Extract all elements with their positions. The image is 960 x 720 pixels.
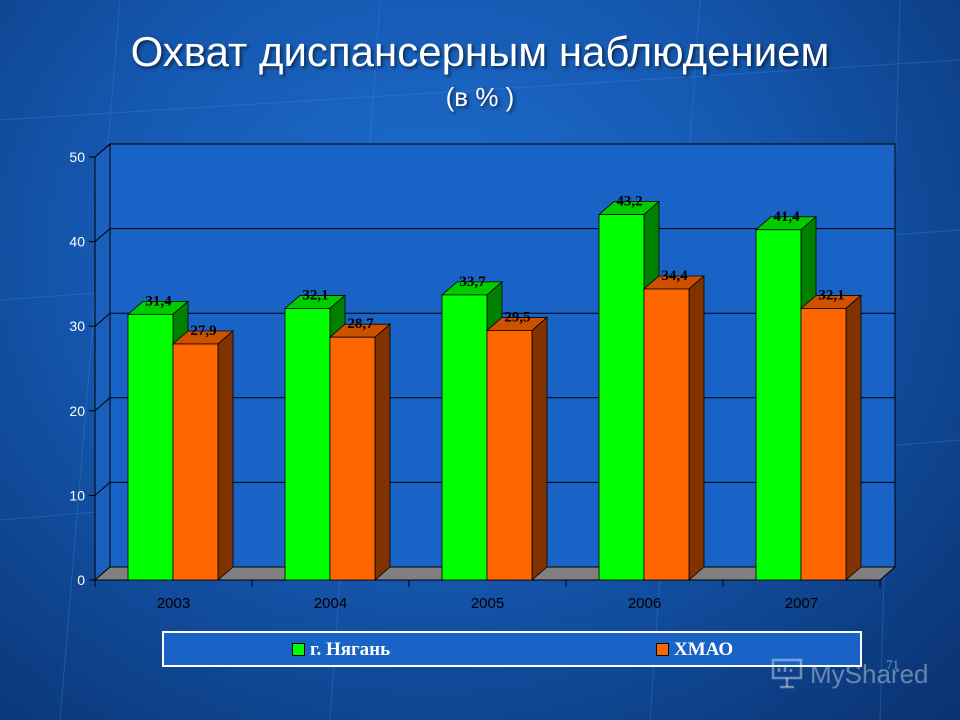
data-label: 31,4	[145, 293, 172, 309]
bar	[441, 294, 488, 581]
data-label: 43,2	[616, 194, 642, 210]
bar-side	[845, 294, 862, 581]
data-label: 27,9	[190, 323, 216, 339]
y-tick-label: 40	[69, 234, 85, 250]
x-tick-label: 2005	[471, 595, 504, 612]
x-tick-label: 2003	[157, 595, 190, 612]
bar	[284, 308, 331, 581]
x-tick-label: 2007	[785, 595, 818, 612]
data-label: 28,7	[347, 316, 374, 332]
bar-side	[217, 330, 234, 581]
presentation-board-icon	[771, 658, 803, 689]
bar	[127, 313, 174, 581]
x-tick-label: 2004	[314, 595, 347, 612]
bar	[172, 343, 219, 581]
data-label: 29,5	[504, 309, 530, 325]
chart-data-labels: 31,4 27,9 32,1 28,7 33,7 29,5 43,2 34,4 41,4 32,1	[145, 194, 844, 339]
bar-side	[531, 316, 548, 581]
slide-title: Охват диспансерным наблюдением	[130, 28, 830, 75]
watermark-text: MyShared	[810, 659, 929, 689]
bar	[329, 336, 376, 581]
y-tick-label: 50	[69, 149, 85, 165]
data-label: 34,4	[661, 268, 688, 284]
y-tick-label: 30	[69, 318, 85, 334]
legend-label-series-2: ХМАО	[674, 639, 734, 660]
bar	[755, 229, 802, 581]
data-label: 33,7	[459, 274, 486, 290]
chart-bars	[126, 200, 863, 581]
y-tick-label: 0	[77, 572, 85, 588]
legend-swatch-series-2	[656, 643, 669, 656]
chart-legend: г. Нягань ХМАО	[162, 631, 862, 667]
bar	[643, 288, 690, 581]
bar	[486, 330, 533, 581]
bar-side	[374, 323, 391, 581]
gridline	[94, 143, 895, 158]
side-wall	[94, 142, 111, 582]
legend-label-series-1: г. Нягань	[310, 639, 391, 660]
slide-subtitle: (в % )	[445, 82, 515, 112]
legend-swatch-series-1	[292, 643, 305, 656]
data-label: 32,1	[818, 287, 844, 303]
bar-side	[688, 275, 705, 581]
x-tick-label: 2006	[628, 595, 661, 612]
y-tick-label: 10	[69, 487, 85, 503]
data-label: 41,4	[773, 209, 800, 225]
bar	[598, 214, 645, 581]
y-tick-label: 20	[69, 403, 85, 419]
page-number: 71	[886, 657, 899, 672]
data-label: 32,1	[302, 287, 328, 303]
bar	[800, 308, 847, 581]
